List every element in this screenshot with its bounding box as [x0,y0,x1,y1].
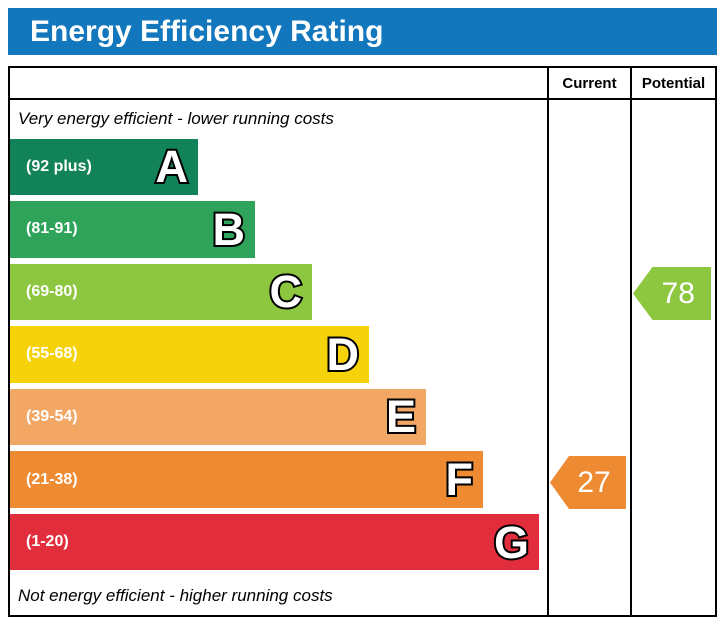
header-current: Current [547,68,630,100]
band-letter: G [492,516,531,568]
band-range: (69-80) [26,282,78,300]
band-row-a: (92 plus) A [10,138,547,196]
band-row-e: (39-54) E [10,388,547,446]
band-bar-c: (69-80) C [10,263,312,321]
potential-value: 78 [661,276,695,310]
band-row-c: (69-80) C [10,263,547,321]
band-letter: A [154,141,190,193]
band-bar-b: (81-91) B [10,201,255,258]
band-bar-g: (1-20) G [10,513,539,571]
band-row-d: (55-68) D [10,326,547,383]
potential-indicator: 78 [633,267,711,320]
band-letter: F [444,454,475,505]
bottom-caption: Not energy efficient - higher running co… [18,585,333,605]
potential-column: 78 [630,100,715,615]
page-title: Energy Efficiency Rating [30,14,384,48]
band-row-f: (21-38) F [10,451,547,508]
band-row-g: (1-20) G [10,513,547,571]
band-range: (92 plus) [26,157,92,175]
current-indicator: 27 [550,456,626,509]
band-range: (1-20) [26,533,69,551]
band-range: (81-91) [26,220,78,238]
band-letter: E [384,391,418,443]
band-bar-a: (92 plus) A [10,138,198,196]
title-bar: Energy Efficiency Rating [8,8,717,55]
current-column: 27 [547,100,630,615]
band-bar-f: (21-38) F [10,451,483,508]
band-letter: B [211,203,247,255]
band-range: (39-54) [26,407,78,425]
header-potential: Potential [630,68,715,100]
band-bar-e: (39-54) E [10,388,426,446]
current-value: 27 [577,465,611,499]
band-letter: C [268,266,304,318]
bands-area: Very energy efficient - lower running co… [10,100,547,615]
energy-rating-table: Current Potential Very energy efficient … [8,66,717,617]
band-row-b: (81-91) B [10,201,547,258]
header-spacer [10,68,547,100]
band-letter: D [325,328,361,380]
band-range: (55-68) [26,345,78,363]
band-range: (21-38) [26,470,78,488]
band-bar-d: (55-68) D [10,326,369,383]
top-caption: Very energy efficient - lower running co… [18,109,334,129]
